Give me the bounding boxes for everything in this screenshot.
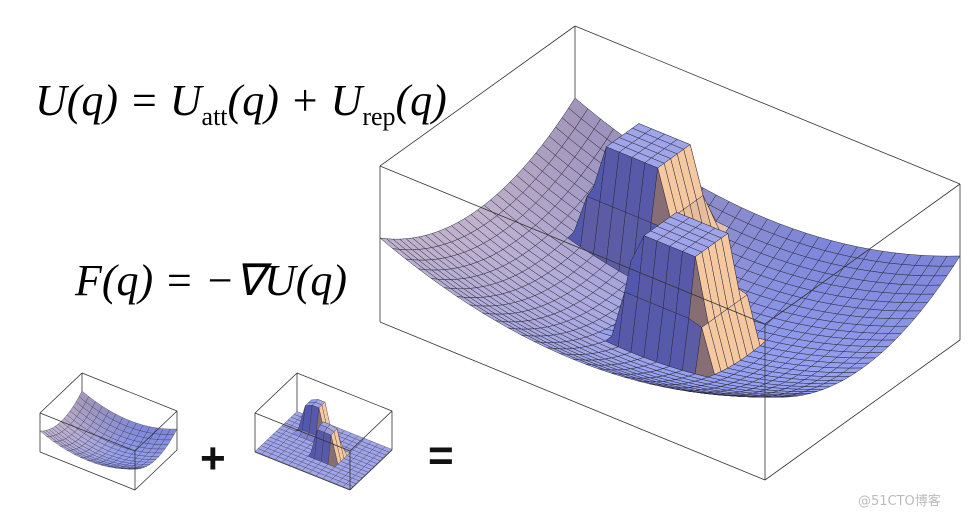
equation-force: F(q) = −∇U(q) [74, 256, 347, 305]
box-edge [349, 449, 393, 491]
surface-plot [254, 372, 393, 491]
eq-part: (q) [396, 76, 447, 125]
eq-subscript: rep [362, 102, 395, 131]
box-edge [39, 412, 136, 452]
box-edge [134, 449, 178, 491]
box-edge [379, 25, 576, 167]
eq-part: F(q) = −∇U(q) [74, 256, 347, 305]
box-edge [574, 25, 961, 185]
box-edge [349, 410, 393, 452]
equation-potential: U(q) = Uatt(q) + Urep(q) [35, 76, 447, 131]
box-edge [379, 321, 766, 481]
eq-part: (q) + U [228, 76, 366, 125]
box-edge [81, 372, 178, 412]
box-edge [764, 183, 961, 325]
surface-patch [752, 395, 772, 398]
box-edge [254, 412, 351, 452]
box-edge [764, 339, 961, 481]
surface-plot [379, 25, 961, 481]
box-edge [39, 372, 83, 414]
watermark: @51CTO博客 [858, 493, 941, 509]
box-edge [296, 372, 393, 412]
eq-subscript: att [202, 102, 229, 131]
box-edge [134, 410, 178, 452]
surface-patch [342, 483, 354, 490]
surface-plots [39, 25, 961, 491]
equals-sign: = [428, 431, 454, 480]
surface-plot [39, 372, 178, 491]
box-edge [39, 451, 136, 491]
box-edge [379, 165, 766, 325]
eq-part: U(q) = U [35, 76, 205, 125]
box-edge [254, 451, 351, 491]
plus-sign: + [200, 434, 226, 483]
box-edge [254, 372, 298, 414]
